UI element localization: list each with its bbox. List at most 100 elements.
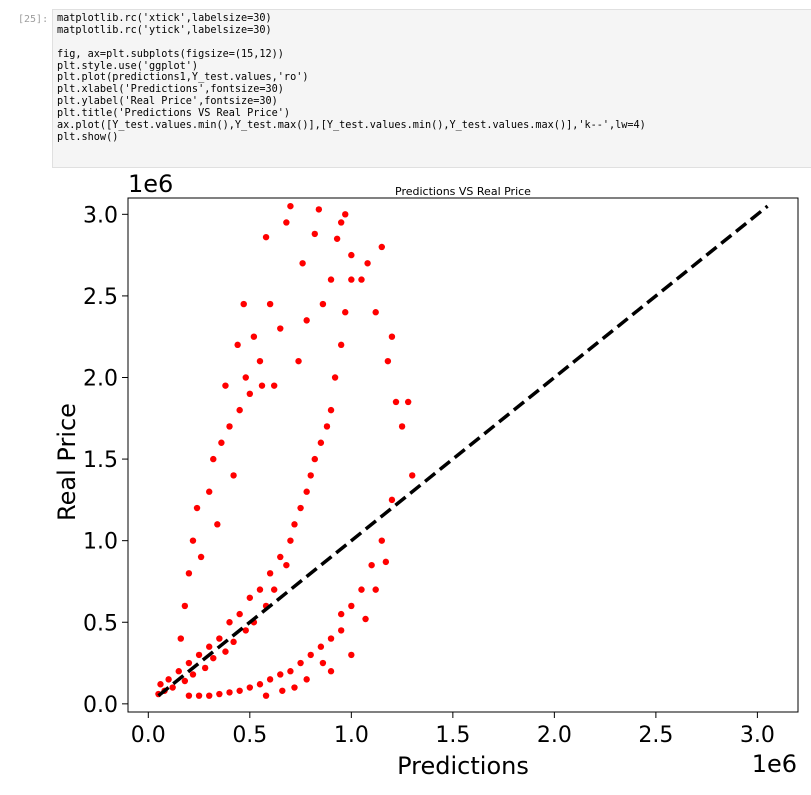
- scatter-point: [337, 219, 345, 226]
- scatter-point: [333, 235, 341, 242]
- scatter-point: [266, 300, 274, 308]
- scatter-point: [287, 668, 294, 675]
- y-tick-label: 1.5: [83, 448, 118, 473]
- scatter-point: [214, 521, 221, 528]
- x-tick-label: 3.0: [740, 723, 775, 748]
- scatter-point: [362, 615, 369, 623]
- scatter-point: [327, 668, 335, 675]
- scatter-point: [236, 687, 243, 694]
- scatter-point: [398, 423, 406, 430]
- scatter-point: [270, 382, 278, 389]
- scatter-point: [246, 684, 254, 691]
- scatter-point: [323, 423, 331, 430]
- code-line: plt.plot(predictions1,Y_test.values,'ro'…: [57, 72, 309, 84]
- scatter-point: [236, 610, 243, 618]
- scatter-point: [246, 390, 254, 398]
- scatter-point: [342, 211, 349, 218]
- scatter-point: [266, 676, 274, 683]
- y-tick-label: 0.5: [83, 611, 118, 636]
- scatter-point: [382, 558, 390, 566]
- scatter-point: [222, 382, 229, 389]
- x-tick-label: 0.0: [131, 723, 166, 748]
- scatter-point: [388, 496, 396, 504]
- code-line: matplotlib.rc('xtick',labelsize=30): [57, 13, 272, 24]
- scatter-point: [266, 570, 274, 577]
- scatter-point: [303, 676, 310, 683]
- scatter-point: [234, 341, 241, 349]
- chart-title: Predictions VS Real Price: [395, 185, 531, 198]
- code-line: plt.ylabel('Real Price',fontsize=30): [57, 96, 278, 108]
- scatter-point: [197, 553, 205, 561]
- scatter-point: [404, 398, 412, 406]
- scatter-point: [348, 651, 355, 659]
- y-tick-label: 0.0: [83, 693, 118, 718]
- scatter-point: [287, 202, 294, 210]
- scatter-point: [337, 341, 345, 349]
- y-tick-label: 2.5: [83, 285, 118, 310]
- code-line: matplotlib.rc('ytick',labelsize=30): [57, 24, 272, 36]
- scatter-point: [210, 654, 217, 662]
- scatter-point: [169, 684, 176, 691]
- scatter-point: [256, 681, 264, 688]
- scatter-point: [378, 243, 385, 251]
- y-tick-label: 1.0: [83, 530, 118, 555]
- plot-area: [127, 197, 799, 713]
- code-line: plt.title('Predictions VS Real Price'): [57, 108, 291, 120]
- scatter-point: [372, 586, 379, 593]
- scatter-point: [327, 276, 335, 283]
- scatter-point: [315, 206, 323, 213]
- x-tick-label: 2.0: [537, 723, 572, 748]
- scatter-point: [348, 251, 355, 259]
- scatter-point: [331, 374, 339, 381]
- scatter-point: [201, 664, 209, 672]
- scatter-point: [185, 659, 193, 667]
- scatter-point: [206, 643, 213, 650]
- reference-line: [157, 204, 769, 698]
- scatter-point: [270, 586, 278, 593]
- y-axis-ticks: 0.0 0.5 1.0 1.5 2.0 2.5 3.0: [83, 203, 128, 718]
- scatter-point: [206, 488, 213, 495]
- scatter-point: [287, 537, 294, 544]
- scatter-point: [392, 398, 400, 406]
- scatter-point: [283, 561, 290, 569]
- code-line: [57, 37, 811, 49]
- scatter-point: [364, 260, 371, 267]
- y-axis-label: Real Price: [53, 403, 81, 521]
- x-axis-multiplier: 1e6: [752, 750, 797, 778]
- scatter-point: [291, 521, 298, 528]
- scatter-point: [226, 423, 233, 430]
- scatter-point: [297, 504, 304, 512]
- scatter-point: [342, 309, 349, 316]
- scatter-point: [317, 643, 325, 650]
- scatter-point: [222, 648, 229, 655]
- cell-output: 0.0 0.5 1.0 1.5 2.0 2.5 3.0 0.0 0.5 1.0 1.5 2.0 2.5…: [0, 170, 811, 791]
- scatter-point: [283, 219, 290, 226]
- code-line: plt.show(): [57, 131, 119, 143]
- scatter-point: [327, 635, 335, 642]
- scatter-point: [262, 692, 270, 699]
- scatter-point: [303, 488, 310, 495]
- code-line: plt.xlabel('Predictions',fontsize=30): [57, 84, 284, 96]
- scatter-point: [250, 333, 258, 340]
- code-line: plt.style.use('ggplot'): [57, 60, 199, 72]
- code-line: ax.plot([Y_test.values.min(),Y_test.max(…: [57, 120, 646, 132]
- scatter-point: [297, 659, 304, 667]
- scatter-point: [409, 472, 416, 479]
- scatter-point: [165, 676, 172, 683]
- scatter-point: [319, 659, 327, 667]
- scatter-point: [210, 455, 217, 463]
- scatter-point: [242, 374, 249, 381]
- x-axis-label: Predictions: [397, 752, 529, 780]
- scatter-point: [185, 692, 193, 699]
- scatter-point: [181, 602, 189, 610]
- x-tick-label: 1.0: [334, 723, 369, 748]
- scatter-point: [384, 357, 392, 365]
- y-tick-label: 3.0: [83, 203, 118, 228]
- scatter-point: [226, 619, 233, 626]
- code-cell[interactable]: matplotlib.rc('xtick',labelsize=30) matpl…: [52, 9, 811, 168]
- scatter-point: [195, 692, 203, 699]
- scatter-point: [216, 635, 223, 642]
- scatter-point: [175, 668, 182, 675]
- scatter-point: [337, 610, 345, 618]
- scatter-point: [216, 690, 223, 698]
